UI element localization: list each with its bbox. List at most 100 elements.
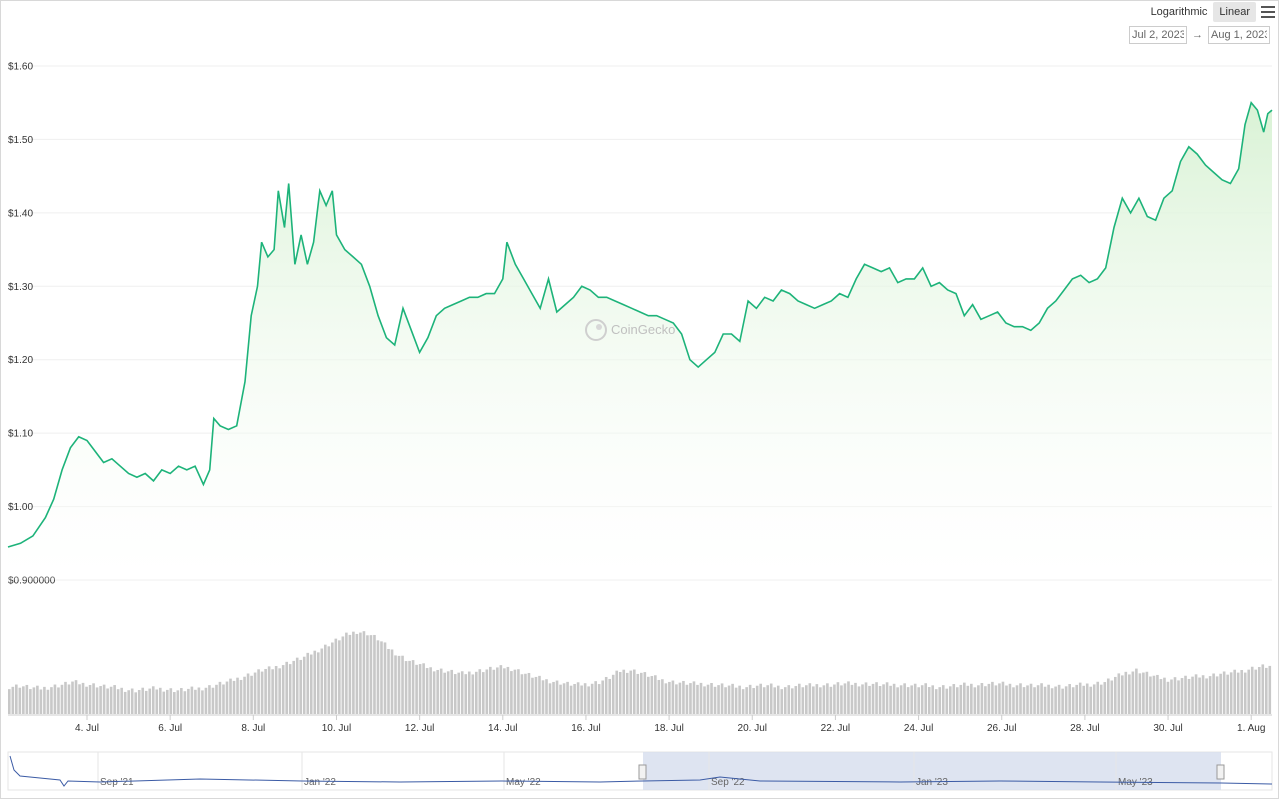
volume-bar bbox=[1057, 684, 1061, 714]
volume-bar bbox=[1187, 678, 1191, 714]
logarithmic-button[interactable]: Logarithmic bbox=[1150, 6, 1208, 18]
volume-bar bbox=[1212, 673, 1215, 714]
volume-bar bbox=[654, 675, 657, 714]
volume-bar bbox=[875, 682, 878, 714]
volume-bar bbox=[741, 689, 745, 714]
volume-bar bbox=[222, 684, 225, 714]
volume-bar bbox=[1103, 682, 1107, 714]
volume-bar bbox=[878, 686, 882, 714]
volume-bar bbox=[264, 668, 267, 714]
volume-bar bbox=[854, 682, 857, 714]
volume-bar bbox=[991, 681, 994, 714]
volume-bar bbox=[334, 638, 338, 714]
volume-bar bbox=[541, 680, 545, 714]
volume-bar bbox=[295, 657, 299, 714]
volume-bar bbox=[618, 672, 622, 714]
volume-bar bbox=[439, 668, 443, 714]
volume-bar bbox=[864, 682, 868, 714]
volume-bar bbox=[394, 655, 397, 714]
volume-bar bbox=[980, 683, 984, 714]
volume-bar bbox=[1078, 682, 1082, 714]
volume-bar bbox=[685, 684, 689, 714]
volume-bar bbox=[587, 686, 590, 714]
volume-bar bbox=[562, 683, 566, 714]
volume-bar bbox=[643, 672, 647, 714]
volume-bar bbox=[938, 687, 942, 714]
volume-bar bbox=[288, 664, 292, 714]
volume-bar bbox=[727, 685, 731, 714]
volume-bar bbox=[1261, 664, 1265, 714]
volume-bar bbox=[239, 679, 243, 714]
volume-bar bbox=[229, 678, 232, 714]
volume-bar bbox=[794, 686, 798, 714]
volume-bar bbox=[85, 686, 88, 714]
volume-bar bbox=[661, 679, 664, 714]
volume-bar bbox=[387, 649, 390, 714]
volume-bar bbox=[345, 632, 348, 714]
volume-bar bbox=[1180, 678, 1184, 714]
navigator-handle-left[interactable] bbox=[638, 764, 647, 780]
volume-bar bbox=[1215, 676, 1219, 714]
watermark: CoinGecko bbox=[585, 319, 675, 341]
volume-bar bbox=[1236, 672, 1240, 714]
volume-bar bbox=[81, 682, 85, 714]
volume-bar bbox=[534, 676, 538, 714]
volume-bar bbox=[1159, 679, 1163, 714]
navigator-handle-right[interactable] bbox=[1216, 764, 1225, 780]
volume-bar bbox=[380, 641, 383, 714]
volume-bar bbox=[664, 683, 668, 714]
volume-bar bbox=[689, 683, 692, 714]
volume-bar bbox=[1163, 677, 1166, 714]
volume-bar bbox=[1026, 685, 1029, 714]
volume-bar bbox=[857, 686, 861, 714]
y-tick-label: $1.10 bbox=[8, 429, 33, 440]
date-from-input[interactable] bbox=[1129, 26, 1187, 44]
x-tick-label: 30. Jul bbox=[1153, 723, 1182, 734]
price-line[interactable] bbox=[7, 101, 1273, 548]
volume-bar bbox=[57, 687, 60, 714]
volume-bar bbox=[1173, 677, 1177, 714]
volume-bar bbox=[987, 683, 991, 714]
navigator-tick-label: Jan '23 bbox=[916, 777, 948, 788]
navigator-selection[interactable] bbox=[643, 752, 1221, 790]
volume-bar bbox=[102, 684, 106, 714]
volume-bar bbox=[141, 687, 145, 714]
x-tick-label: 6. Jul bbox=[158, 723, 182, 734]
volume-bar bbox=[934, 689, 938, 714]
volume-bar bbox=[411, 660, 415, 714]
volume-bar bbox=[99, 686, 102, 714]
volume-bar bbox=[752, 688, 755, 714]
volume-bar bbox=[1033, 687, 1036, 714]
volume-bar bbox=[952, 684, 956, 714]
volume-bar bbox=[415, 664, 418, 714]
volume-bar bbox=[331, 642, 334, 714]
volume-bar bbox=[970, 683, 973, 714]
volume-bar bbox=[1198, 677, 1201, 714]
volume-bar bbox=[843, 683, 847, 714]
volume-bar bbox=[692, 681, 696, 714]
volume-bar bbox=[22, 686, 25, 714]
volume-bar bbox=[738, 685, 741, 714]
volume-bar bbox=[871, 683, 875, 714]
volume-bar bbox=[963, 682, 966, 714]
volume-bar bbox=[720, 683, 724, 714]
volume-bar bbox=[1022, 687, 1026, 714]
volume-bar bbox=[116, 689, 120, 714]
volume-bar bbox=[766, 685, 770, 714]
volume-bar bbox=[499, 665, 503, 714]
volume-bar bbox=[1191, 676, 1194, 714]
volume-bars bbox=[8, 631, 1272, 714]
navigator[interactable]: Sep '21 Jan '22 May '22 Sep '22 Jan '23 May '… bbox=[7, 751, 1273, 791]
volume-bar bbox=[1138, 673, 1142, 714]
date-to-input[interactable] bbox=[1208, 26, 1270, 44]
volume-bar bbox=[527, 672, 531, 714]
volume-bar bbox=[945, 688, 949, 714]
volume-bar bbox=[366, 635, 369, 714]
volume-bar bbox=[71, 681, 74, 714]
linear-button[interactable]: Linear bbox=[1213, 2, 1256, 22]
volume-bar bbox=[1184, 675, 1187, 714]
volume-bar bbox=[611, 674, 615, 714]
volume-bar bbox=[833, 684, 836, 714]
volume-bar bbox=[113, 685, 116, 714]
menu-icon[interactable] bbox=[1256, 1, 1280, 23]
